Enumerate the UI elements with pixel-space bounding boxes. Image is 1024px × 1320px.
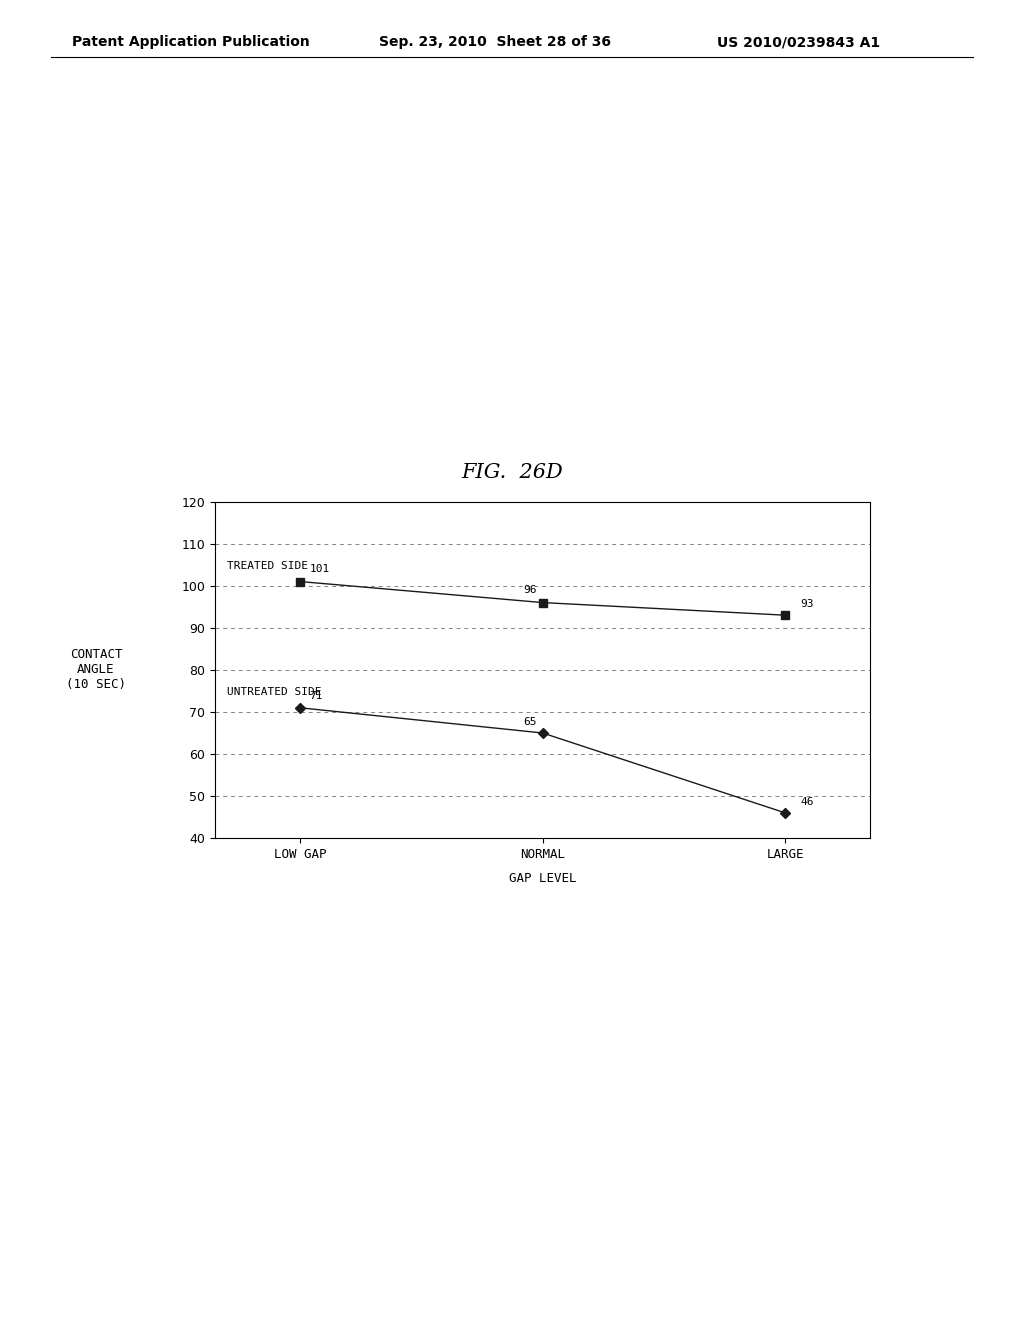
Text: TREATED SIDE: TREATED SIDE bbox=[227, 561, 308, 572]
Text: 93: 93 bbox=[800, 599, 813, 609]
Text: FIG.  26D: FIG. 26D bbox=[461, 463, 563, 482]
Text: 101: 101 bbox=[309, 564, 330, 574]
Text: Sep. 23, 2010  Sheet 28 of 36: Sep. 23, 2010 Sheet 28 of 36 bbox=[379, 36, 611, 49]
Text: 71: 71 bbox=[309, 692, 324, 701]
Text: 46: 46 bbox=[800, 797, 813, 807]
Y-axis label: CONTACT
ANGLE
(10 SEC): CONTACT ANGLE (10 SEC) bbox=[66, 648, 126, 692]
Text: 96: 96 bbox=[523, 585, 537, 595]
Text: US 2010/0239843 A1: US 2010/0239843 A1 bbox=[717, 36, 880, 49]
Text: UNTREATED SIDE: UNTREATED SIDE bbox=[227, 688, 322, 697]
X-axis label: GAP LEVEL: GAP LEVEL bbox=[509, 873, 577, 884]
Text: 65: 65 bbox=[523, 717, 537, 727]
Text: Patent Application Publication: Patent Application Publication bbox=[72, 36, 309, 49]
